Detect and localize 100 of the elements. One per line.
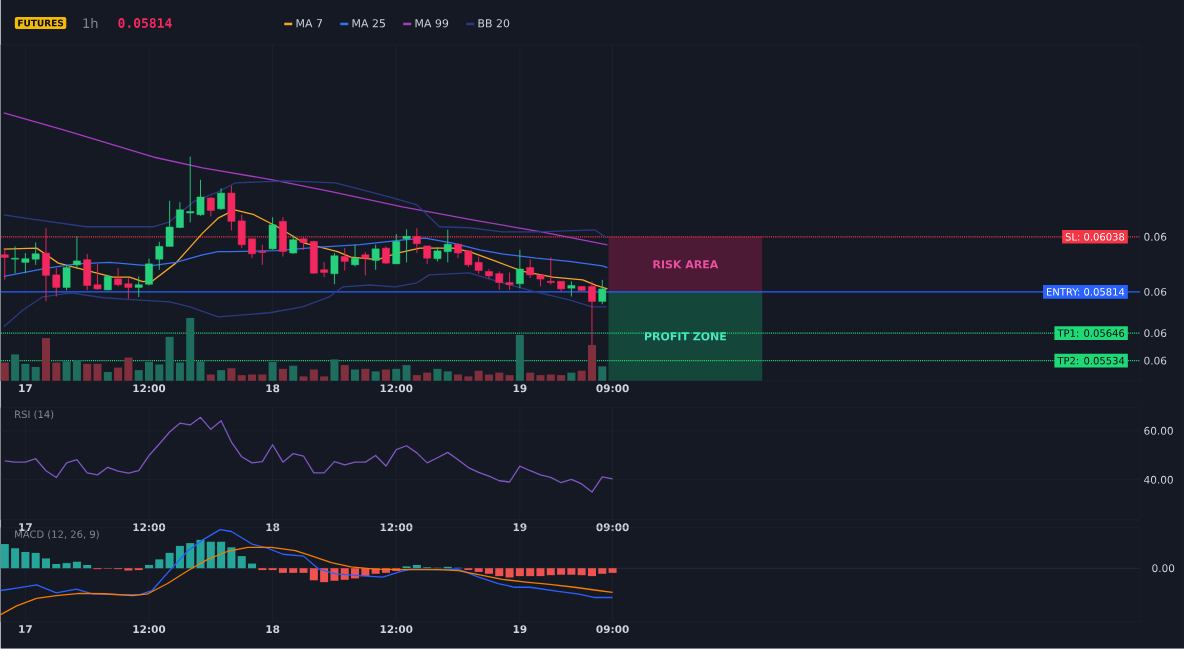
candlestick — [114, 267, 122, 288]
bar — [526, 568, 535, 577]
bar — [289, 365, 298, 381]
band-label: PROFIT ZONE — [644, 332, 726, 341]
candlestick — [124, 277, 133, 300]
bar — [217, 370, 226, 381]
x-tick-label: 19 — [513, 384, 527, 393]
bar — [227, 368, 236, 381]
candlestick — [11, 246, 19, 274]
legend-label: MA 7 — [296, 19, 323, 28]
ref-line-label: SL: 0.06038 — [1065, 233, 1125, 241]
candlestick — [351, 244, 359, 268]
bar — [206, 374, 215, 381]
bar — [186, 543, 195, 569]
bar — [577, 568, 586, 576]
bar — [72, 561, 81, 569]
candlestick — [0, 247, 9, 281]
ref-line-label: ENTRY: 0.05814 — [1046, 288, 1125, 296]
bar — [598, 568, 607, 574]
bar — [587, 568, 596, 577]
bar — [505, 375, 514, 381]
bar — [340, 365, 349, 381]
ref-line-label: 0.00 — [1152, 564, 1175, 573]
x-tick-label: 12:00 — [380, 384, 413, 393]
bar — [526, 372, 535, 381]
candlestick — [413, 227, 421, 254]
bar — [351, 369, 360, 381]
bar — [155, 559, 164, 569]
bar — [495, 372, 504, 381]
bar — [31, 367, 40, 381]
bar — [114, 367, 123, 381]
x-tick-label: 18 — [266, 384, 280, 393]
bar — [309, 369, 318, 381]
candlestick — [330, 252, 339, 285]
bar — [443, 371, 452, 381]
text: 1h — [83, 18, 98, 29]
candlestick — [186, 156, 195, 223]
y-tick-label: 40.00 — [1144, 475, 1173, 484]
bar — [474, 568, 483, 573]
bar — [278, 369, 287, 381]
candlestick — [62, 264, 71, 292]
x-tick-label: 19 — [513, 523, 527, 532]
candlestick — [320, 261, 328, 278]
bar — [464, 376, 473, 381]
candlestick — [258, 244, 267, 266]
candlestick — [134, 276, 143, 298]
bar — [124, 357, 133, 381]
ref-line-label: TP2: 0.05534 — [1057, 357, 1125, 365]
bar — [206, 541, 215, 569]
candlestick — [371, 244, 380, 271]
bar — [248, 374, 257, 381]
bar — [330, 359, 339, 381]
bar — [72, 360, 81, 381]
text: FUTURES — [18, 19, 64, 27]
candlestick — [42, 227, 50, 303]
bar — [237, 556, 246, 569]
x-tick-label: 12:00 — [133, 384, 166, 393]
candlestick — [361, 251, 370, 277]
x-tick-label: 12:00 — [133, 625, 166, 634]
bar — [289, 568, 298, 574]
bar — [268, 362, 277, 381]
x-tick-label: 18 — [266, 625, 280, 634]
bar — [495, 568, 504, 577]
bar — [93, 364, 102, 381]
bar — [567, 568, 576, 575]
bar — [381, 369, 390, 381]
candlestick — [546, 256, 555, 286]
text: 0.05814 — [118, 18, 172, 29]
candlestick — [52, 267, 61, 298]
bar — [83, 364, 92, 381]
bar — [361, 369, 370, 381]
bar — [484, 374, 493, 381]
candlestick — [392, 233, 401, 265]
chart-title: RSI (14) — [15, 410, 54, 420]
bar — [299, 376, 308, 381]
bar — [320, 376, 329, 381]
bar — [0, 544, 9, 569]
x-tick-label: 17 — [19, 384, 32, 393]
x-tick-label: 09:00 — [596, 523, 629, 532]
candlestick — [217, 187, 225, 211]
candlestick — [526, 258, 535, 279]
y-tick-label: 0.06 — [1144, 356, 1167, 365]
candlestick — [598, 279, 607, 305]
bar — [258, 374, 267, 381]
bar — [134, 370, 143, 381]
bar — [21, 364, 30, 381]
x-tick-label: 17 — [19, 523, 32, 532]
bar — [155, 364, 164, 381]
bar — [598, 366, 607, 381]
bar — [144, 565, 154, 569]
candlestick — [340, 247, 349, 272]
candlestick — [289, 235, 298, 255]
bar — [62, 361, 71, 381]
y-tick-label: 0.06 — [1144, 233, 1167, 241]
x-tick-label: 12:00 — [380, 523, 413, 532]
bar — [484, 568, 493, 574]
bar — [11, 548, 20, 569]
bar — [536, 568, 545, 577]
candlestick — [206, 196, 215, 218]
x-tick-label: 18 — [266, 523, 280, 532]
